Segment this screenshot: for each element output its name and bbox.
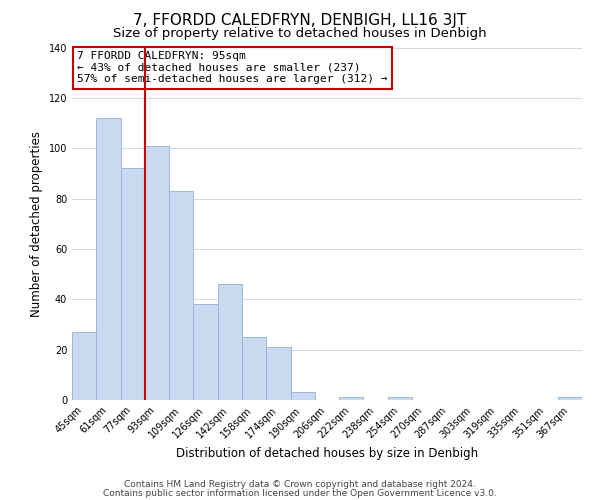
- Bar: [388, 398, 412, 400]
- Bar: [121, 168, 145, 400]
- Bar: [96, 118, 121, 400]
- Bar: [558, 398, 582, 400]
- Text: Contains public sector information licensed under the Open Government Licence v3: Contains public sector information licen…: [103, 488, 497, 498]
- Text: 7 FFORDD CALEDFRYN: 95sqm
← 43% of detached houses are smaller (237)
57% of semi: 7 FFORDD CALEDFRYN: 95sqm ← 43% of detac…: [77, 51, 388, 84]
- X-axis label: Distribution of detached houses by size in Denbigh: Distribution of detached houses by size …: [176, 447, 478, 460]
- Bar: [266, 347, 290, 400]
- Bar: [339, 398, 364, 400]
- Text: Size of property relative to detached houses in Denbigh: Size of property relative to detached ho…: [113, 28, 487, 40]
- Y-axis label: Number of detached properties: Number of detached properties: [30, 130, 43, 317]
- Bar: [242, 337, 266, 400]
- Bar: [72, 332, 96, 400]
- Text: Contains HM Land Registry data © Crown copyright and database right 2024.: Contains HM Land Registry data © Crown c…: [124, 480, 476, 489]
- Text: 7, FFORDD CALEDFRYN, DENBIGH, LL16 3JT: 7, FFORDD CALEDFRYN, DENBIGH, LL16 3JT: [133, 12, 467, 28]
- Bar: [145, 146, 169, 400]
- Bar: [290, 392, 315, 400]
- Bar: [218, 284, 242, 400]
- Bar: [193, 304, 218, 400]
- Bar: [169, 191, 193, 400]
